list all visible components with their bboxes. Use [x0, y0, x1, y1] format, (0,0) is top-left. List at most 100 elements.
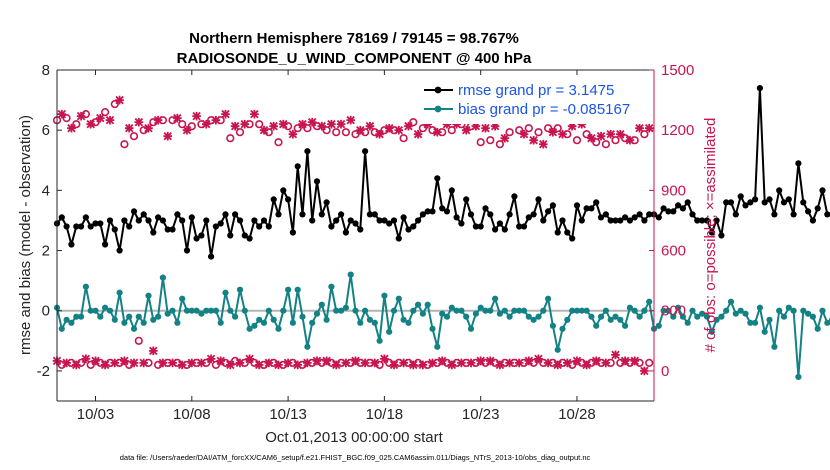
- obs-assimilated-marker: [534, 354, 543, 364]
- obs-possible-marker: [375, 360, 384, 370]
- obs-possible-marker: [568, 360, 577, 370]
- obs-possible-marker: [202, 358, 211, 368]
- obs-possible-marker: [72, 120, 81, 129]
- bias-point: [217, 319, 224, 326]
- obs-assimilated-marker: [471, 121, 481, 131]
- bias-point: [265, 307, 272, 314]
- rmse-point: [256, 223, 263, 230]
- rmse-point: [761, 199, 768, 206]
- bias-point: [222, 289, 229, 296]
- obs-possible-marker: [476, 138, 485, 147]
- bias-point: [602, 307, 610, 314]
- rmse-point: [588, 205, 595, 212]
- rmse-point: [121, 217, 128, 224]
- obs-possible-marker: [409, 118, 418, 127]
- obs-assimilated-marker: [303, 358, 312, 368]
- obs-assimilated-marker: [115, 95, 124, 105]
- bias-point: [169, 307, 176, 314]
- rmse-point: [236, 217, 244, 224]
- rmse-point: [809, 217, 817, 224]
- obs-possible-marker: [394, 358, 403, 368]
- bias-point: [424, 301, 431, 308]
- bias-point: [583, 307, 590, 314]
- rmse-point: [487, 211, 494, 218]
- obs-possible-marker: [240, 358, 249, 368]
- bias-point: [448, 304, 455, 311]
- rmse-point: [617, 217, 624, 224]
- bias-point: [703, 313, 711, 320]
- obs-assimilated-marker: [163, 131, 173, 141]
- obs-assimilated-marker: [153, 115, 163, 125]
- bias-point: [63, 316, 70, 323]
- obs-possible-marker: [356, 358, 365, 368]
- bias-point: [545, 295, 552, 302]
- obs-assimilated-marker: [553, 360, 563, 370]
- obs-possible-marker: [235, 128, 245, 137]
- bias-point: [699, 310, 706, 317]
- obs-assimilated-marker: [485, 356, 495, 366]
- legend-rmse-label: rmse grand pr = 3.1475: [458, 82, 614, 99]
- rmse-point: [280, 187, 287, 194]
- rmse-point: [299, 211, 306, 218]
- obs-assimilated-marker: [129, 358, 139, 368]
- obs-possible-marker: [110, 99, 119, 109]
- rmse-point: [405, 226, 412, 233]
- rmse-point: [347, 217, 354, 224]
- obs-assimilated-marker: [230, 121, 240, 131]
- bias-point: [501, 307, 508, 314]
- bias-point: [689, 307, 696, 314]
- obs-possible-marker: [442, 358, 452, 368]
- obs-possible-marker: [57, 360, 66, 370]
- x-tick-label: 10/03: [77, 406, 115, 423]
- bias-point: [256, 316, 263, 323]
- obs-assimilated-marker: [596, 131, 606, 141]
- rmse-point: [467, 211, 475, 218]
- obs-assimilated-marker: [134, 117, 144, 127]
- rmse-point: [776, 187, 783, 194]
- bias-point: [636, 313, 643, 320]
- bias-point: [415, 301, 422, 308]
- obs-assimilated-marker: [519, 129, 529, 139]
- bias-point: [121, 319, 128, 326]
- obs-possible-marker: [327, 358, 336, 368]
- obs-possible-marker: [616, 358, 625, 368]
- bias-point: [641, 307, 648, 314]
- obs-assimilated-marker: [62, 358, 71, 368]
- obs-assimilated-marker: [158, 358, 168, 368]
- bias-point: [150, 316, 157, 323]
- rmse-point: [183, 247, 191, 254]
- rmse-point: [92, 220, 99, 227]
- obs-possible-marker: [182, 360, 192, 370]
- obs-assimilated-marker: [187, 358, 197, 368]
- rmse-point: [689, 211, 696, 218]
- obs-assimilated-marker: [327, 119, 336, 129]
- rmse-point: [593, 199, 600, 206]
- obs-assimilated-marker: [625, 135, 635, 145]
- bias-point: [212, 307, 219, 314]
- bias-point: [655, 322, 662, 329]
- rmse-point: [511, 193, 518, 200]
- obs-assimilated-marker: [615, 129, 625, 139]
- rmse-point: [675, 202, 682, 209]
- rmse-point: [73, 223, 80, 230]
- obs-assimilated-marker: [192, 111, 201, 121]
- bias-point: [357, 319, 364, 326]
- rmse-point: [174, 211, 181, 218]
- rmse-point: [578, 217, 585, 224]
- obs-assimilated-marker: [254, 360, 264, 370]
- bias-point: [58, 325, 65, 332]
- rmse-point: [670, 208, 677, 215]
- obs-assimilated-marker: [577, 119, 587, 129]
- obs-possible-marker: [259, 360, 269, 370]
- obs-possible-marker: [495, 140, 505, 149]
- rmse-point: [111, 226, 118, 233]
- y2-tick-label: 0: [661, 363, 669, 380]
- rmse-point: [188, 214, 195, 221]
- obs-assimilated-marker: [384, 123, 394, 133]
- bias-point: [713, 316, 720, 323]
- y2-tick-label: 1200: [661, 122, 694, 139]
- footnote: data file: /Users/raeder/DAI/ATM_forcXX/…: [120, 453, 591, 462]
- y2-tick-label: 600: [661, 243, 686, 260]
- bias-point: [516, 307, 523, 314]
- bias-point: [463, 313, 470, 320]
